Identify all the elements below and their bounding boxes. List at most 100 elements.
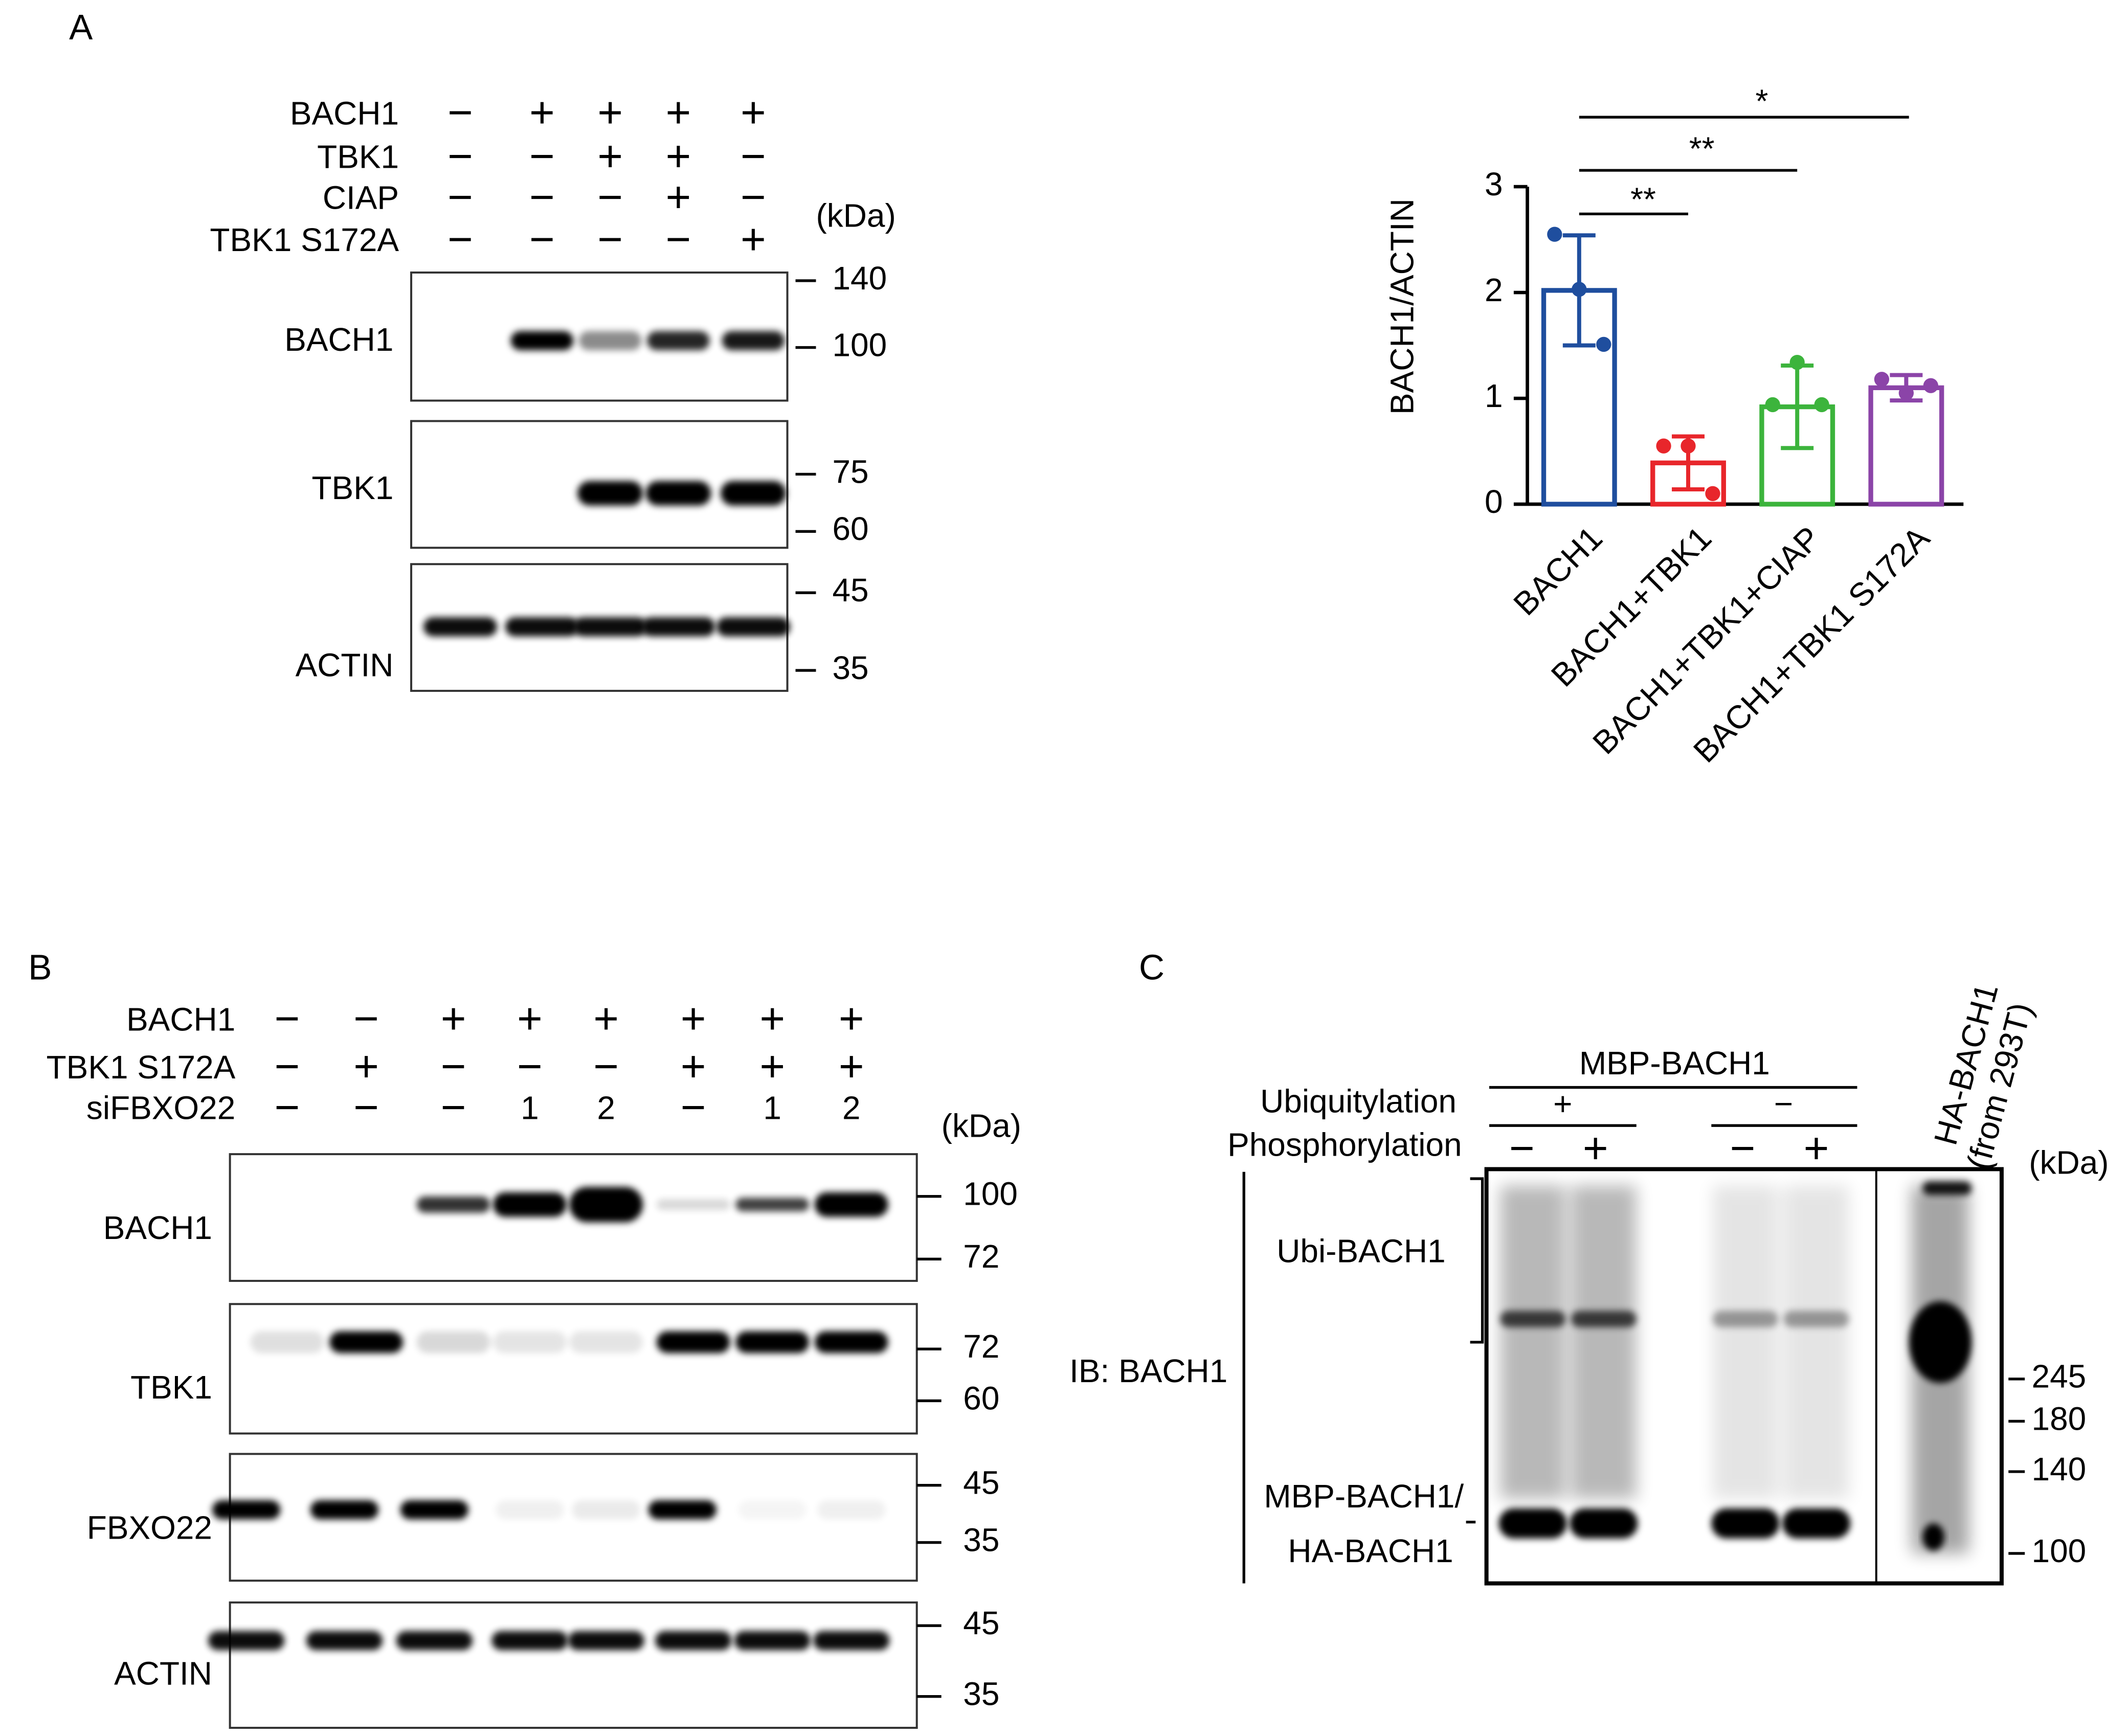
y-tick-label: 0: [1485, 483, 1503, 520]
condition-sign: −: [529, 173, 555, 221]
smear: [1500, 1185, 1566, 1499]
condition-sign: −: [741, 132, 766, 181]
blot-label: BACH1: [103, 1209, 212, 1246]
condition-sign: +: [759, 995, 785, 1043]
band: [306, 1631, 383, 1651]
condition-sign: −: [529, 215, 555, 264]
band: [1782, 1508, 1851, 1539]
band: [716, 617, 790, 637]
data-point: [1572, 282, 1587, 297]
condition-sign: −: [447, 215, 473, 264]
marker-label: 60: [832, 510, 868, 547]
band: [734, 1631, 811, 1651]
significance-label: **: [1630, 181, 1656, 217]
band: [329, 1331, 404, 1354]
condition-sign: −: [447, 132, 473, 181]
condition-sign: +: [529, 88, 555, 137]
condition-sign: −: [517, 1042, 543, 1091]
y-tick-label: 2: [1485, 272, 1503, 308]
marker-label: 245: [2032, 1358, 2087, 1395]
substrate-label: MBP-BACH1: [1579, 1045, 1770, 1081]
condition-sign: −: [441, 1083, 466, 1132]
marker-label: 45: [832, 572, 868, 608]
ib-label: IB: BACH1: [1069, 1352, 1227, 1389]
band: [1712, 1311, 1778, 1327]
band: [1711, 1508, 1780, 1539]
marker-label: 72: [963, 1328, 999, 1365]
marker-label: 100: [832, 326, 887, 363]
band: [738, 1500, 807, 1520]
marker-label: 35: [963, 1676, 999, 1712]
blot-frame: [410, 420, 789, 549]
marker-label: 72: [963, 1238, 999, 1275]
y-tick-label: 3: [1485, 166, 1503, 202]
condition-sign: +: [517, 995, 543, 1043]
band: [578, 331, 642, 350]
condition-sign: −: [275, 1083, 300, 1132]
band: [491, 1631, 568, 1651]
band: [569, 1187, 643, 1223]
data-point: [1705, 486, 1720, 501]
marker-label: 60: [963, 1380, 999, 1416]
condition-sign: 2: [842, 1090, 861, 1126]
blot-frame: [1484, 1167, 2004, 1586]
condition-sign: −: [275, 995, 300, 1043]
condition-sign: +: [839, 995, 864, 1043]
band: [1498, 1508, 1567, 1539]
band: [735, 1198, 810, 1212]
condition-label: BACH1: [290, 95, 399, 131]
significance-label: **: [1689, 130, 1715, 167]
marker-label: 75: [832, 453, 868, 490]
band-label: MBP-BACH1/: [1264, 1478, 1464, 1515]
condition-sign: +: [593, 995, 619, 1043]
condition-sign: +: [665, 173, 691, 221]
band: [641, 617, 715, 637]
band: [720, 481, 786, 506]
blot-frame: [410, 271, 789, 402]
marker-label: 100: [963, 1176, 1018, 1212]
marker-label: 100: [2032, 1532, 2087, 1569]
band: [722, 331, 785, 350]
condition-sign: 1: [521, 1090, 539, 1126]
band: [505, 617, 579, 637]
band: [1909, 1301, 1972, 1383]
condition-label: siFBXO22: [86, 1090, 235, 1126]
condition-sign: −: [741, 173, 766, 221]
condition-sign: +: [1804, 1124, 1829, 1173]
condition-sign: −: [441, 1042, 466, 1091]
band: [1500, 1311, 1566, 1327]
band: [510, 331, 574, 350]
condition-sign: −: [597, 215, 623, 264]
marker-label: 35: [963, 1521, 999, 1558]
smear: [1571, 1185, 1637, 1499]
condition-label: TBK1 S172A: [210, 221, 399, 258]
condition-sign: −: [529, 132, 555, 181]
marker-label: 140: [832, 260, 887, 297]
band: [573, 617, 647, 637]
condition-sign: −: [447, 173, 473, 221]
band: [814, 1192, 888, 1217]
x-tick-label: BACH1: [1506, 520, 1609, 623]
band: [814, 1331, 888, 1354]
marker-label: 140: [2032, 1451, 2087, 1487]
condition-label: BACH1: [126, 1001, 235, 1038]
band: [208, 1631, 285, 1651]
band-label: Ubi-BACH1: [1276, 1233, 1445, 1270]
condition-label: TBK1: [317, 139, 399, 175]
band: [416, 1331, 490, 1354]
band: [416, 1196, 490, 1213]
band: [1570, 1508, 1638, 1539]
condition-label: CIAP: [323, 179, 399, 216]
blot-frame: [229, 1153, 918, 1282]
marker-label: 45: [963, 1605, 999, 1641]
condition-label: Ubiquitylation: [1260, 1083, 1457, 1119]
condition-sign: 2: [597, 1090, 615, 1126]
condition-sign: −: [353, 995, 379, 1043]
panel-label: C: [1139, 948, 1164, 987]
blot-label: TBK1: [311, 469, 393, 506]
band: [568, 1631, 644, 1651]
band: [735, 1331, 810, 1354]
band: [1571, 1311, 1637, 1327]
condition-sign: −: [681, 1083, 706, 1132]
